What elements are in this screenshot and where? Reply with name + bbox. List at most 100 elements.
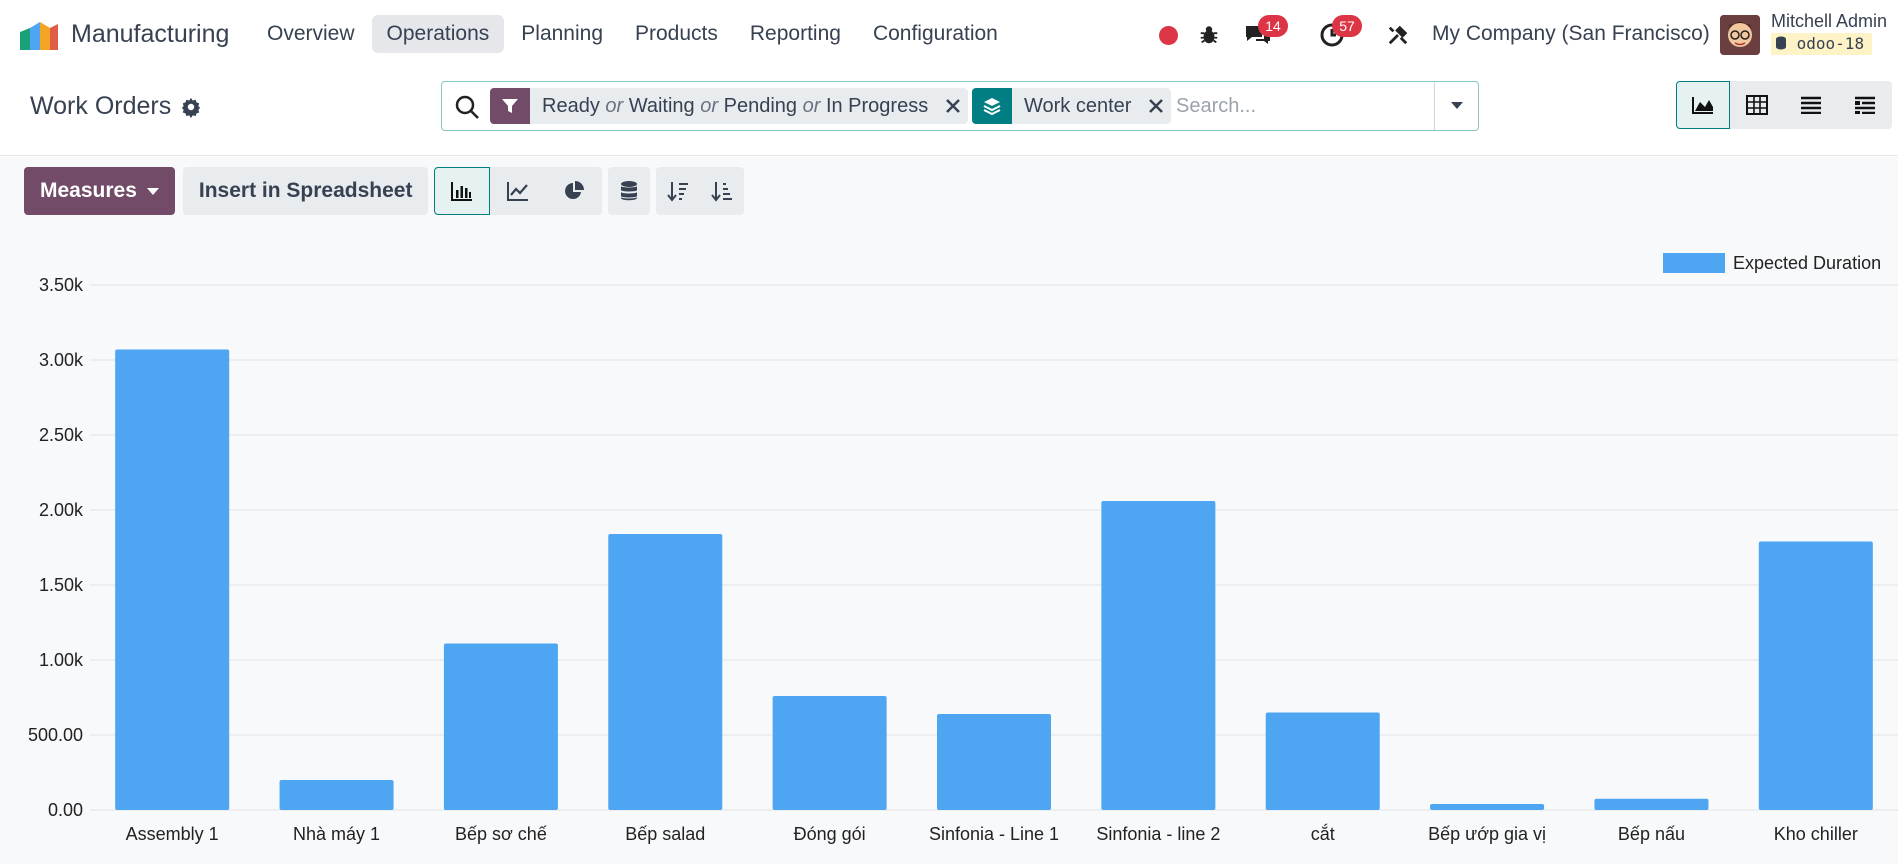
- remove-groupby-facet-button[interactable]: [1141, 88, 1171, 124]
- y-tick-label: 3.00k: [39, 350, 84, 370]
- x-tick-label: cắt: [1311, 823, 1335, 844]
- gantt-icon: [1855, 96, 1875, 114]
- database-stack-icon: [621, 181, 638, 201]
- settings-tools-button[interactable]: [1384, 14, 1412, 56]
- y-tick-label: 3.50k: [39, 275, 84, 295]
- list-icon: [1801, 96, 1821, 114]
- legend-swatch: [1663, 253, 1725, 273]
- record-dot-icon: [1158, 25, 1178, 45]
- menu-planning[interactable]: Planning: [521, 22, 603, 45]
- bar-chart-button[interactable]: [434, 167, 491, 215]
- filter-icon: [490, 88, 530, 124]
- search-input[interactable]: [1176, 90, 1436, 122]
- y-tick-label: 1.00k: [39, 650, 84, 670]
- line-chart-icon: [507, 182, 529, 201]
- x-tick-label: Kho chiller: [1774, 824, 1858, 844]
- search-options-toggle[interactable]: [1434, 82, 1478, 130]
- y-tick-label: 1.50k: [39, 575, 84, 595]
- filter-value-waiting: Waiting: [628, 94, 695, 117]
- x-tick-label: Sinfonia - Line 1: [929, 824, 1059, 844]
- app-name[interactable]: Manufacturing: [71, 20, 230, 48]
- x-tick-label: Bếp nấu: [1618, 824, 1685, 844]
- y-tick-label: 0.00: [48, 800, 83, 820]
- search-icon[interactable]: [454, 94, 480, 120]
- remove-filter-facet-button[interactable]: [938, 88, 968, 124]
- main-menu: Overview Operations Planning Products Re…: [252, 15, 1015, 53]
- menu-operations[interactable]: Operations: [371, 15, 505, 53]
- graph-toolbar: Measures Insert in Spreadsheet: [24, 167, 745, 215]
- activities-button[interactable]: 57: [1312, 14, 1362, 56]
- area-chart-icon: [1692, 97, 1713, 114]
- gear-icon[interactable]: [180, 96, 202, 118]
- menu-reporting[interactable]: Reporting: [749, 22, 841, 45]
- filter-facet-values: Ready or Waiting or Pending or In Progre…: [530, 95, 938, 118]
- filter-value-in-progress: In Progress: [825, 94, 929, 117]
- messages-badge: 14: [1258, 15, 1288, 37]
- gantt-view-button[interactable]: [1838, 81, 1892, 129]
- messages-button[interactable]: 14: [1238, 14, 1288, 56]
- bar: [937, 714, 1051, 810]
- graph-view-content: Measures Insert in Spreadsheet: [0, 157, 1898, 864]
- database-icon: [1776, 36, 1786, 50]
- bar: [1101, 501, 1216, 810]
- filter-separator: or: [605, 94, 624, 117]
- filter-separator: or: [802, 94, 821, 117]
- bar: [1265, 712, 1380, 810]
- bar: [1594, 798, 1709, 810]
- sort-ascending-icon: [711, 182, 733, 202]
- control-panel: Work Orders Ready or Waiting or Pending …: [0, 70, 1898, 156]
- chart-area: 0.00 500.00 1.00k 1.50k 2.00k 2.50k 3.00k 3.50k…: [0, 227, 1898, 864]
- menu-products[interactable]: Products: [635, 22, 718, 45]
- manufacturing-app-icon[interactable]: [20, 20, 58, 50]
- x-tick-label: Bếp salad: [625, 824, 705, 844]
- pie-chart-button[interactable]: [546, 167, 603, 215]
- x-tick-label: Sinfonia - line 2: [1096, 824, 1220, 844]
- bar-chart-icon: [451, 182, 473, 201]
- bar: [279, 780, 394, 810]
- menu-configuration[interactable]: Configuration: [872, 22, 998, 45]
- view-switcher: [1676, 81, 1892, 129]
- filter-separator: or: [700, 94, 719, 117]
- debug-button[interactable]: [1195, 14, 1223, 56]
- groupby-facet[interactable]: Work center: [972, 88, 1172, 124]
- close-icon: [1149, 99, 1164, 113]
- database-name: odoo-18: [1796, 34, 1865, 53]
- page-title: Work Orders: [30, 92, 172, 120]
- bar: [443, 643, 558, 810]
- stacked-button[interactable]: [608, 167, 651, 215]
- sort-ascending-button[interactable]: [700, 167, 745, 215]
- insert-in-spreadsheet-button[interactable]: Insert in Spreadsheet: [182, 167, 429, 215]
- bar: [1430, 804, 1545, 810]
- y-tick-label: 2.00k: [39, 500, 84, 520]
- user-name[interactable]: Mitchell Admin: [1771, 11, 1888, 31]
- graph-view-button[interactable]: [1676, 81, 1730, 129]
- bar-chart: 0.00 500.00 1.00k 1.50k 2.00k 2.50k 3.00k 3.50k…: [28, 253, 1898, 844]
- layers-icon: [972, 88, 1012, 124]
- measures-label: Measures: [40, 179, 137, 202]
- measures-button[interactable]: Measures: [24, 167, 175, 215]
- bar: [772, 696, 887, 810]
- company-switcher[interactable]: My Company (San Francisco): [1432, 22, 1710, 45]
- legend-label: Expected Duration: [1733, 253, 1881, 273]
- avatar-image-icon: [1720, 15, 1760, 55]
- top-navbar: Manufacturing Overview Operations Planni…: [0, 0, 1898, 70]
- x-tick-label: Assembly 1: [126, 824, 219, 844]
- search-bar: Ready or Waiting or Pending or In Progre…: [441, 81, 1479, 131]
- close-icon: [946, 99, 961, 113]
- list-view-button[interactable]: [1784, 81, 1838, 129]
- activities-badge: 57: [1332, 15, 1362, 37]
- filter-facet[interactable]: Ready or Waiting or Pending or In Progre…: [490, 88, 969, 124]
- sort-group: [656, 167, 745, 215]
- sort-descending-icon: [667, 182, 689, 202]
- pivot-view-button[interactable]: [1730, 81, 1784, 129]
- pie-chart-icon: [565, 181, 585, 199]
- menu-overview[interactable]: Overview: [267, 22, 355, 45]
- line-chart-button[interactable]: [490, 167, 547, 215]
- caret-down-icon: [1450, 102, 1463, 109]
- user-avatar[interactable]: [1720, 15, 1760, 55]
- chart-type-group: [434, 167, 603, 215]
- record-indicator[interactable]: [1158, 14, 1178, 56]
- sort-descending-button[interactable]: [656, 167, 701, 215]
- y-tick-label: 2.50k: [39, 425, 84, 445]
- bug-icon: [1200, 26, 1218, 44]
